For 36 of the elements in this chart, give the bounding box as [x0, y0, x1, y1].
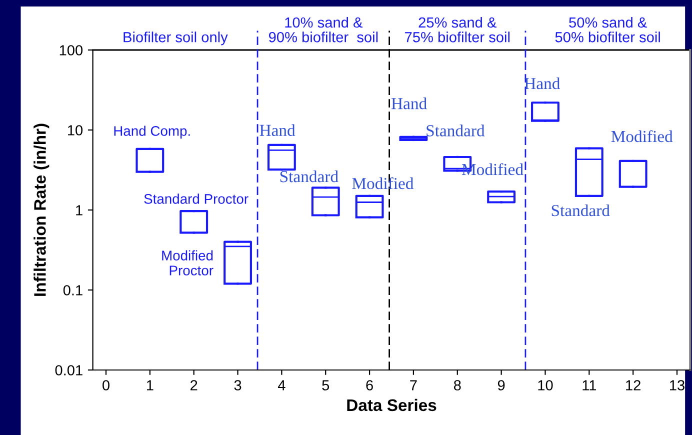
annotation: Modified Proctor — [162, 250, 214, 276]
annotation: Hand — [260, 124, 296, 136]
x-tick-label: 1 — [146, 380, 154, 390]
y-tick-label: 0.1 — [63, 285, 82, 296]
x-tick-label: 10 — [538, 380, 553, 390]
text: 10% sand & 90% biofilter soil — [268, 16, 378, 42]
annotation: Hand — [524, 77, 560, 90]
x-tick-label: 13 — [670, 380, 684, 390]
x-tick-label: 3 — [234, 380, 242, 390]
x-tick-label: 5 — [322, 380, 330, 390]
y-tick-label: 100 — [60, 45, 83, 56]
y-tick-label: 1 — [76, 205, 82, 216]
x-tick-label: 12 — [626, 380, 640, 390]
x-axis-title: Data Series — [347, 398, 436, 412]
annotation: Standard Proctor — [144, 194, 248, 204]
annotation: Standard — [552, 204, 610, 216]
x-tick-label: 11 — [582, 380, 596, 390]
text: Biofilter soil only — [124, 32, 228, 46]
text: 25% sand & 75% biofilter soil — [405, 16, 510, 42]
y-tick-label: 10 — [68, 125, 83, 136]
x-tick-label: 9 — [498, 380, 505, 390]
x-tick-label: 0 — [102, 380, 110, 390]
annotation: Standard — [280, 170, 338, 182]
y-tick-label: 0.01 — [55, 365, 82, 376]
annotation: Standard — [426, 124, 485, 136]
x-tick-label: 4 — [278, 380, 286, 390]
x-tick-label: 7 — [410, 380, 417, 390]
annotation: Modified — [611, 130, 673, 142]
y-axis-title: Infiltration Rate (in/hr) — [34, 124, 50, 296]
annotation: Hand — [392, 98, 427, 110]
text: 50% sand & 50% biofilter soil — [555, 16, 660, 42]
x-tick-label: 6 — [366, 380, 373, 390]
annotation: Hand Comp. — [114, 126, 190, 139]
annotation: Modified — [352, 177, 414, 190]
x-tick-label: 2 — [190, 380, 198, 390]
x-tick-label: 8 — [454, 380, 461, 390]
